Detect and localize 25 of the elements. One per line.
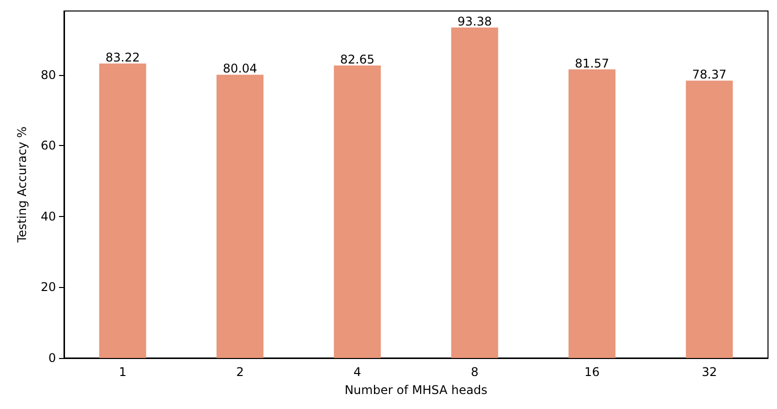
- bar: [216, 74, 264, 358]
- data-label: 81.57: [574, 56, 610, 70]
- bar: [99, 63, 146, 358]
- bar: [686, 80, 733, 358]
- y-tick-label: 80: [40, 68, 56, 82]
- x-axis-title: Number of MHSA heads: [344, 383, 488, 397]
- x-tick-label: 1: [118, 365, 126, 379]
- data-label: 83.22: [105, 50, 140, 64]
- y-tick-label: 0: [48, 351, 56, 365]
- x-tick-label: 4: [354, 365, 362, 379]
- bar: [568, 69, 616, 358]
- y-tick-label: 20: [40, 280, 56, 294]
- x-tick-label: 32: [702, 365, 717, 379]
- data-label: 78.37: [692, 68, 727, 82]
- y-tick-label: 60: [40, 138, 56, 153]
- bar: [334, 66, 381, 358]
- bar: [451, 28, 498, 358]
- x-tick-label: 2: [236, 365, 244, 379]
- y-axis-title: Testing Accuracy %: [15, 126, 29, 244]
- y-tick-label: 40: [40, 209, 56, 224]
- data-label: 82.65: [340, 52, 375, 66]
- data-label: 93.38: [457, 14, 492, 29]
- x-tick-label: 16: [584, 365, 600, 379]
- x-tick-label: 8: [470, 365, 478, 379]
- data-label: 80.04: [222, 62, 258, 76]
